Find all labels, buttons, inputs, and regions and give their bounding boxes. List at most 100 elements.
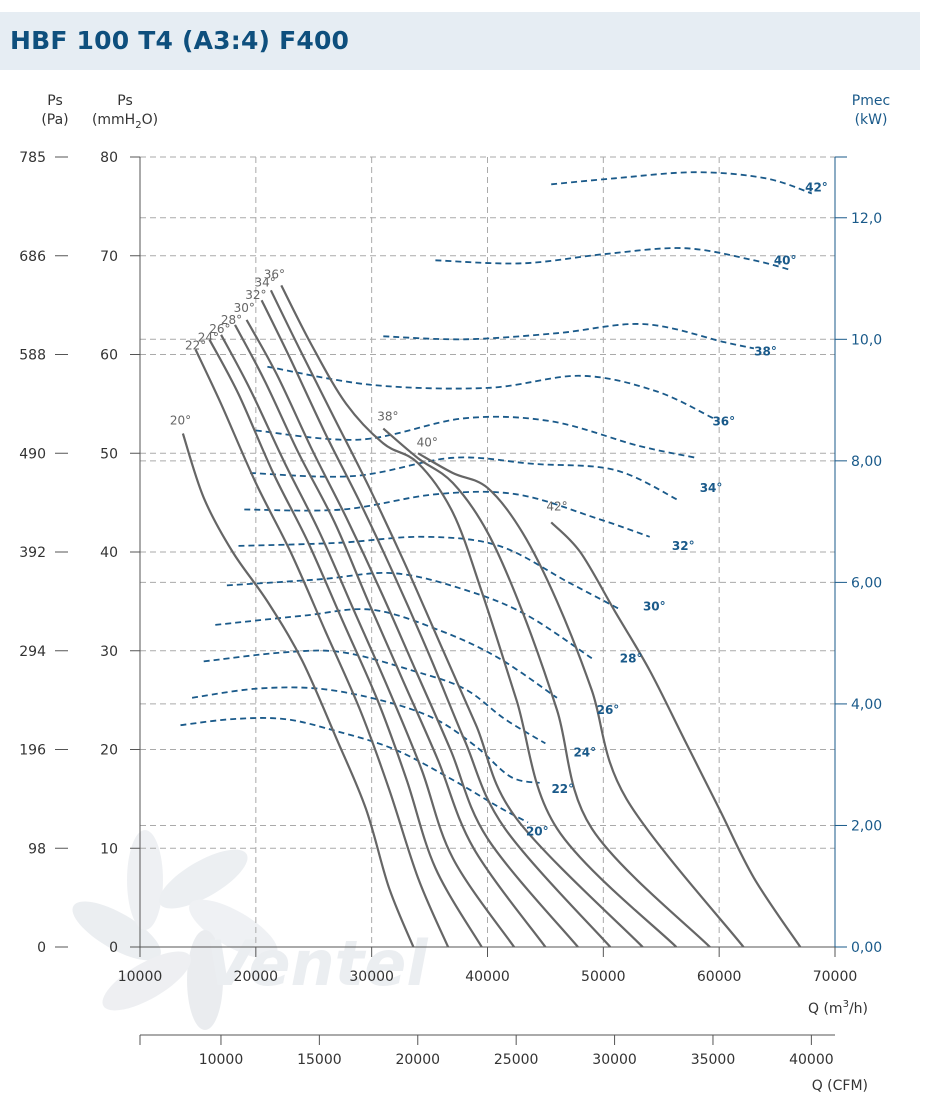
mmh2o-tick-label: 50	[100, 446, 118, 462]
m3h-tick-label: 70000	[813, 969, 858, 985]
pressure-curve-line	[194, 349, 450, 948]
power-curve-line	[203, 649, 546, 745]
power-curve-label: 22°	[551, 782, 574, 796]
power-curve-line	[244, 490, 650, 538]
fan-blade-icon	[72, 830, 278, 1030]
power-curve-line	[255, 415, 697, 459]
title-bar: HBF 100 T4 (A3:4) F400	[0, 12, 920, 70]
mmh2o-tick-label: 30	[100, 644, 118, 660]
pressure-curve-label: 40°	[417, 435, 438, 449]
pa-axis-unit: (Pa)	[41, 112, 68, 128]
kw-tick-label: 4,00	[851, 697, 882, 713]
pressure-curves	[181, 284, 802, 948]
kw-axis-unit: (kW)	[855, 112, 888, 128]
m3h-tick-label: 10000	[118, 969, 163, 985]
kw-tick-label: 6,00	[851, 575, 882, 591]
pa-tick-label: 686	[19, 249, 46, 265]
pa-tick-label: 98	[28, 841, 46, 857]
power-curve-label: 20°	[526, 825, 549, 839]
cfm-tick-label: 15000	[297, 1052, 342, 1068]
pressure-curve-label: 20°	[170, 414, 191, 428]
power-curve-label: 26°	[597, 703, 620, 717]
mmh2o-tick-label: 70	[100, 249, 118, 265]
pressure-curve-line	[208, 339, 483, 948]
pa-axis-label: Ps	[47, 93, 63, 109]
cfm-tick-label: 20000	[395, 1052, 440, 1068]
cfm-tick-label: 25000	[494, 1052, 539, 1068]
power-curve-label: 38°	[754, 344, 777, 358]
kw-tick-label: 2,00	[851, 818, 882, 834]
pressure-curve-label: 36°	[264, 267, 285, 281]
cfm-tick-label: 35000	[691, 1052, 736, 1068]
pa-tick-label: 588	[19, 348, 46, 364]
pressure-curve-label: 30°	[234, 301, 255, 315]
m3h-tick-label: 50000	[581, 969, 626, 985]
power-curve-label: 40°	[774, 253, 797, 267]
pressure-curve-line	[382, 427, 711, 948]
pa-tick-label: 294	[19, 644, 46, 660]
mmh2o-tick-label: 10	[100, 841, 118, 857]
pressure-curve-label: 22°	[185, 339, 206, 353]
power-curve-line	[435, 247, 789, 271]
axes: 785 686 588 490 392 294 196 98 0 80 70 60 50 40 30 20 10…	[19, 93, 890, 1094]
pa-tick-label: 0	[37, 940, 46, 956]
power-curve-label: 30°	[643, 600, 666, 614]
power-curve-line	[238, 535, 622, 611]
m3h-tick-label: 60000	[697, 969, 742, 985]
m3h-tick-label: 30000	[349, 969, 394, 985]
kw-tick-label: 0,00	[851, 940, 882, 956]
mmh2o-tick-label: 20	[100, 743, 118, 759]
grid	[140, 156, 835, 947]
m3h-tick-label: 40000	[465, 969, 510, 985]
cfm-axis-label: Q (CFM)	[812, 1078, 868, 1094]
power-curve-line	[180, 717, 529, 824]
power-curve-label: 42°	[805, 180, 828, 194]
power-curve-line	[226, 571, 593, 660]
pa-tick-label: 785	[19, 150, 46, 166]
power-curve-line	[191, 686, 540, 784]
power-curve-label: 32°	[672, 539, 695, 553]
power-curve-line	[249, 456, 679, 502]
pressure-curve-line	[234, 324, 547, 948]
watermark-logo-text: Ventel	[205, 927, 428, 1000]
mmh2o-tick-label: 0	[109, 940, 118, 956]
pressure-curve-line	[417, 452, 745, 948]
pressure-curve-label: 38°	[377, 410, 398, 424]
pressure-curve-line	[260, 299, 612, 948]
chart-title: HBF 100 T4 (A3:4) F400	[10, 26, 350, 55]
power-curve-label: 28°	[620, 651, 643, 665]
pressure-curve-label: 32°	[245, 288, 266, 302]
cfm-tick-label: 30000	[592, 1052, 637, 1068]
pressure-curve-line	[280, 284, 678, 948]
mmh2o-tick-label: 40	[100, 545, 118, 561]
cfm-tick-label: 40000	[789, 1052, 834, 1068]
power-curve-line	[215, 608, 558, 699]
curve-labels: 20°22°24°26°28°30°32°34°36°38°40°42°20°2…	[170, 180, 828, 838]
pressure-curve-line	[269, 289, 644, 948]
kw-tick-label: 10,0	[851, 332, 882, 348]
pressure-curve-label: 42°	[546, 500, 567, 514]
pressure-curve-label: 28°	[221, 313, 242, 327]
watermark: Ventel	[72, 830, 428, 1030]
pressure-curve-label: 26°	[209, 322, 230, 336]
kw-tick-label: 8,00	[851, 454, 882, 470]
pressure-curve-line	[550, 521, 802, 948]
mmh2o-tick-label: 80	[100, 150, 118, 166]
cfm-tick-label: 10000	[199, 1052, 244, 1068]
power-curve-label: 24°	[573, 746, 596, 760]
power-curve-label: 34°	[700, 481, 723, 495]
m3h-tick-label: 20000	[234, 969, 279, 985]
pa-tick-label: 490	[19, 446, 46, 462]
kw-tick-label: 12,0	[851, 211, 882, 227]
kw-axis-label: Pmec	[852, 93, 890, 109]
power-curve-line	[383, 323, 755, 350]
pa-tick-label: 392	[19, 545, 46, 561]
pressure-curve-label: 34°	[254, 275, 275, 289]
pa-tick-label: 196	[19, 743, 46, 759]
mmh2o-axis-unit: (mmH2O)	[92, 112, 158, 131]
pressure-curve-line	[220, 334, 516, 948]
pressure-curve-line	[181, 433, 415, 948]
mmh2o-tick-label: 60	[100, 348, 118, 364]
mmh2o-axis-label: Ps	[117, 93, 133, 109]
power-curve-line	[267, 365, 714, 420]
